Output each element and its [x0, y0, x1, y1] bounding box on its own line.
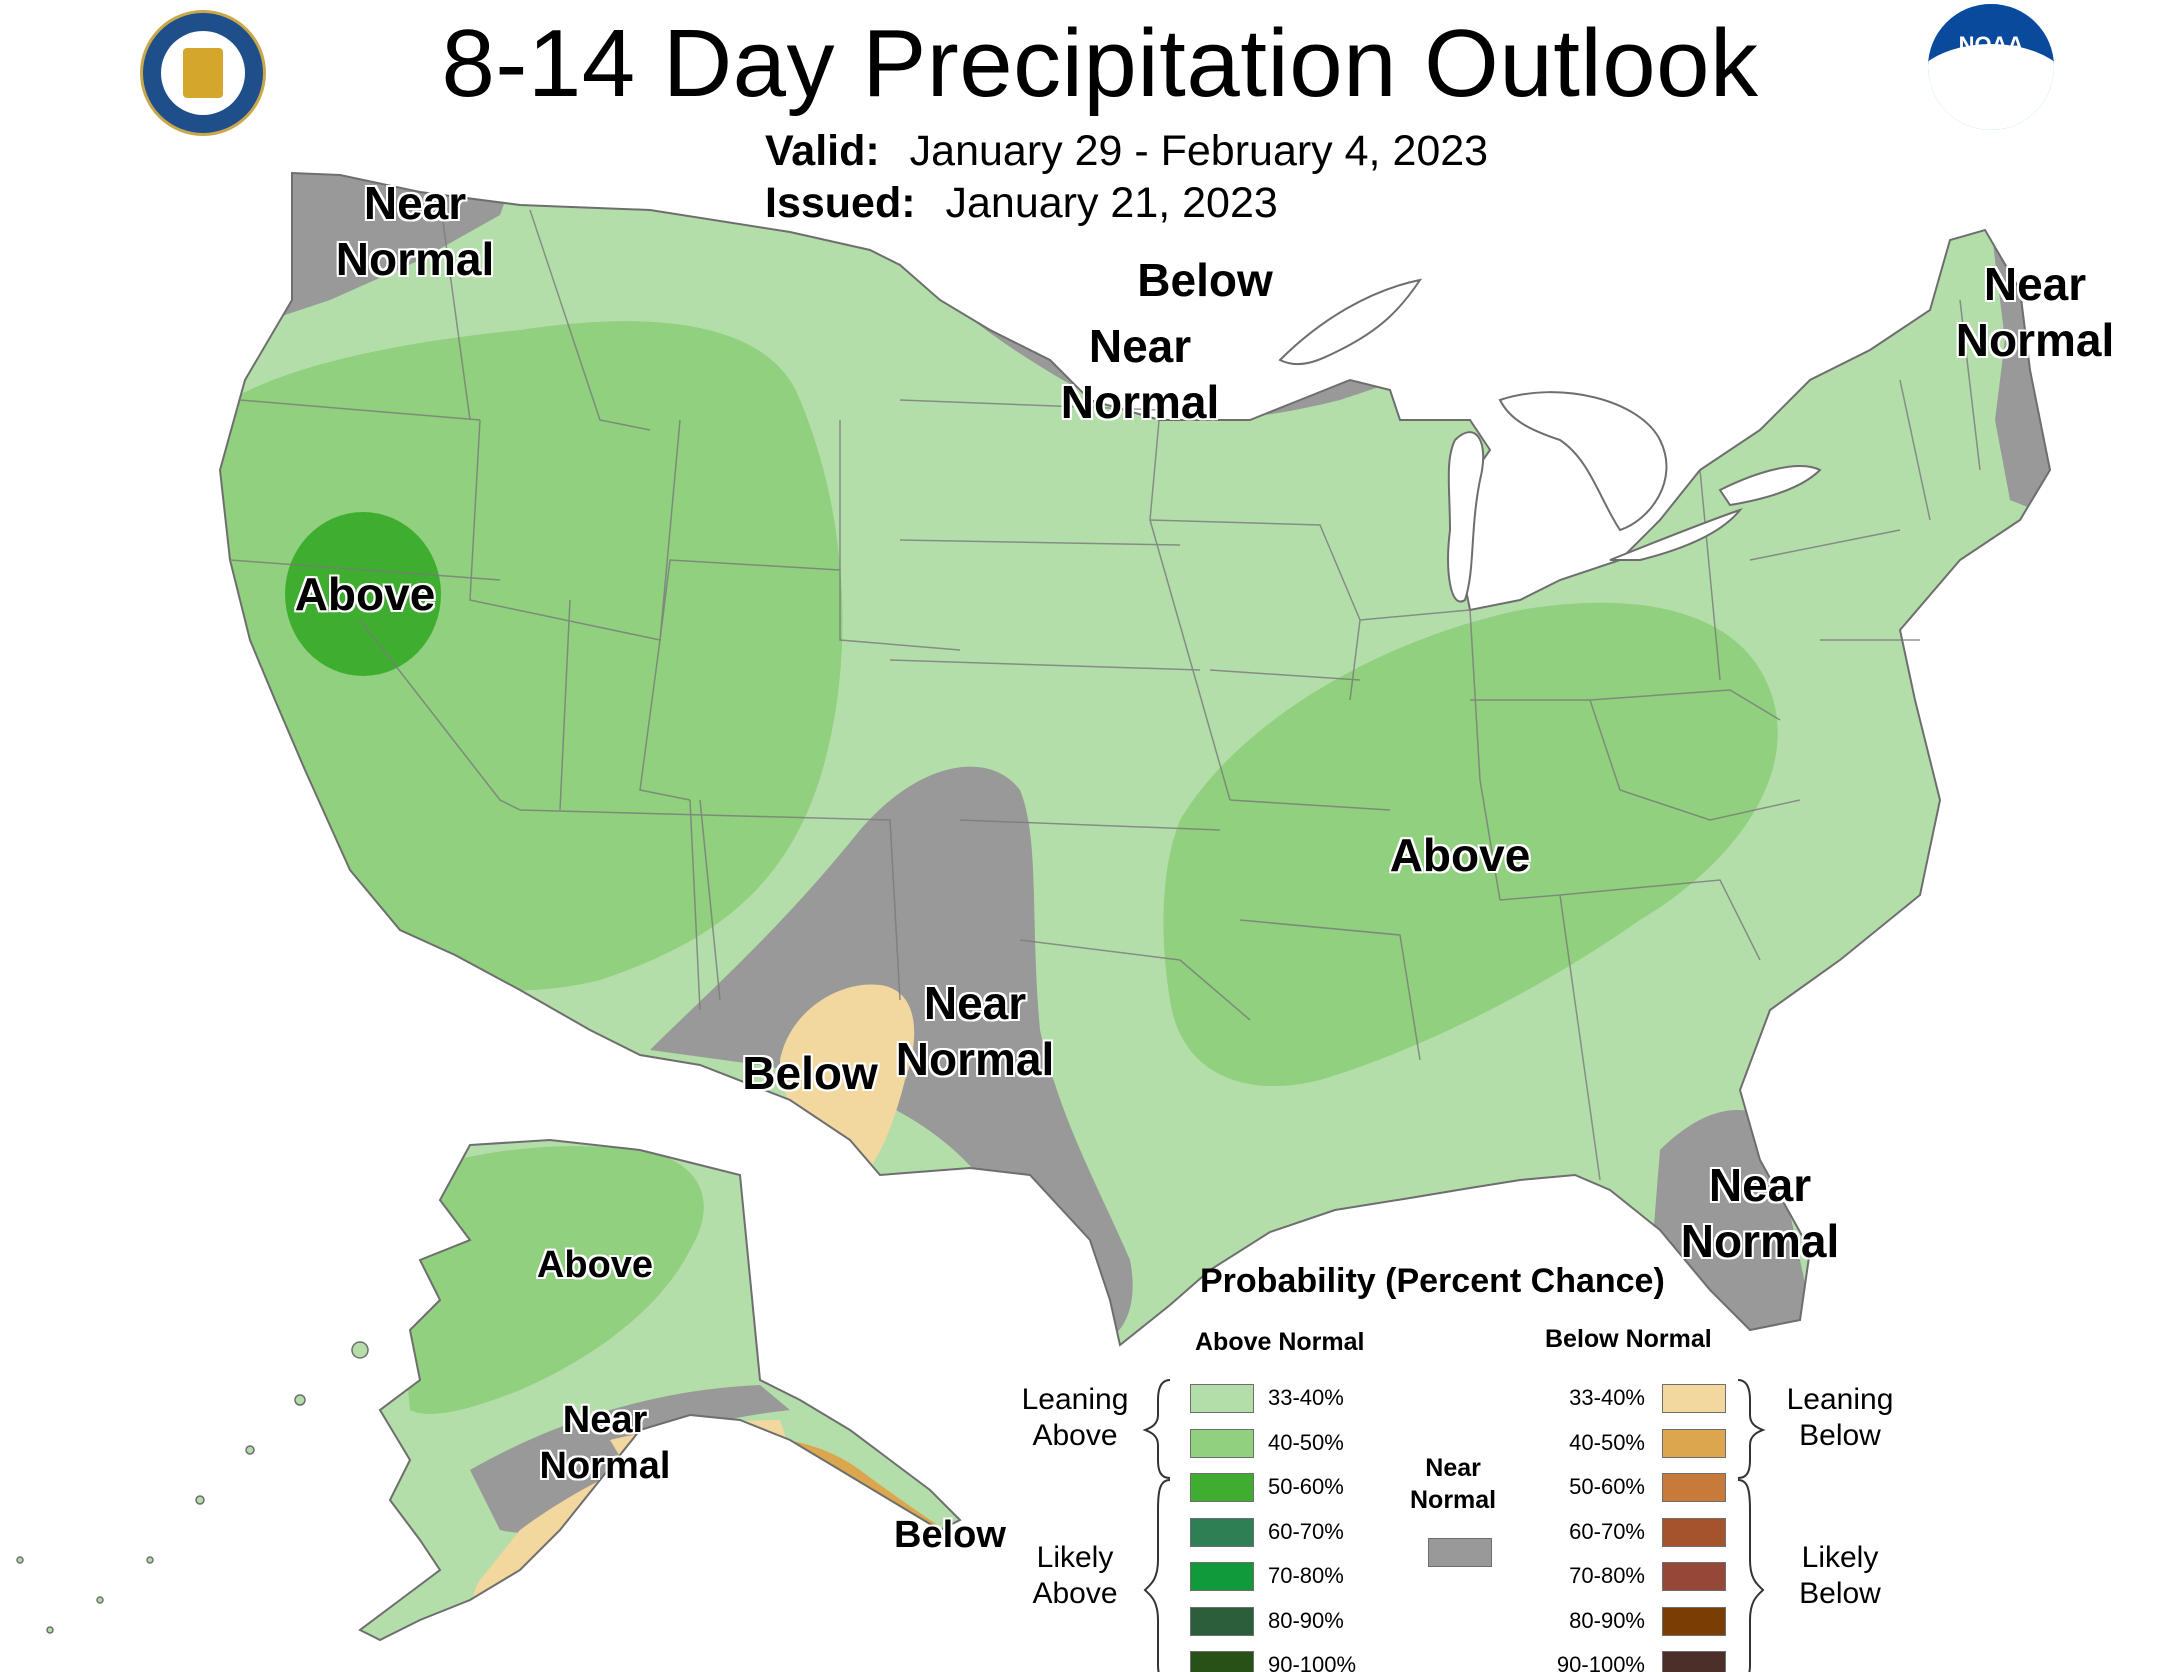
legend-likely-below: Likely Below [1799, 1541, 1881, 1610]
legend-below-percent: 80-90% [1569, 1607, 1645, 1633]
legend-below-percent: 70-80% [1569, 1563, 1645, 1588]
legend-title: Probability (Percent Chance) [1200, 1262, 1665, 1300]
label-ak-above: Above [536, 1244, 654, 1286]
legend-above-swatch [1190, 1651, 1254, 1672]
legend-below-percent: 90-100% [1556, 1652, 1645, 1672]
legend-below-swatch [1662, 1384, 1726, 1413]
label-north-below: Below [1137, 254, 1273, 306]
legend-above-percent: 90-100% [1268, 1652, 1357, 1672]
label-ne-near-normal: Near Normal [1955, 258, 2115, 366]
legend-above-header: Above Normal [1195, 1328, 1365, 1356]
label-north-near-normal: Near Normal [1060, 320, 1220, 428]
legend-below-swatch [1662, 1651, 1726, 1672]
legend-below-percent: 50-60% [1569, 1474, 1645, 1499]
legend-above-swatch [1190, 1562, 1254, 1591]
legend-below-percent: 33-40% [1569, 1385, 1645, 1410]
legend-near-header: Near Normal [1410, 1454, 1497, 1514]
label-east-above: Above [1389, 829, 1531, 881]
legend-above-percent: 50-60% [1268, 1474, 1344, 1499]
valid-line: Valid: January 29 - February 4, 2023 [765, 126, 1488, 176]
noaa-logo-icon: NOAA [1928, 4, 2054, 130]
label-ak-below: Below [894, 1514, 1006, 1556]
legend-above-percent: 60-70% [1268, 1518, 1344, 1544]
legend-below-swatch [1662, 1606, 1726, 1636]
valid-label: Valid: [765, 127, 880, 175]
legend-above-percent: 80-90% [1268, 1607, 1344, 1633]
legend-above-swatch [1190, 1428, 1254, 1458]
legend-below-swatch [1662, 1562, 1726, 1591]
label-nw-near-normal: Near Normal [335, 177, 495, 285]
legend-near-swatch [1428, 1538, 1492, 1567]
legend-above-swatch [1190, 1473, 1254, 1502]
valid-dates: January 29 - February 4, 2023 [909, 127, 1489, 175]
issued-date: January 21, 2023 [945, 179, 1278, 227]
legend-likely-above: Likely Above [1032, 1541, 1118, 1610]
legend-below-header: Below Normal [1545, 1325, 1712, 1353]
legend-above-swatch [1190, 1517, 1254, 1547]
legend-below-swatch [1662, 1473, 1726, 1502]
label-ak-near-normal: Near Normal [539, 1399, 671, 1487]
legend-above-percent: 40-50% [1268, 1429, 1344, 1455]
legend-leaning-below: Leaning Below [1786, 1383, 1894, 1452]
legend-above-swatch [1190, 1606, 1254, 1636]
legend-below-percent: 60-70% [1569, 1518, 1645, 1544]
label-fl-near-normal: Near Normal [1680, 1159, 1840, 1267]
noaa-logo-text: NOAA [1958, 32, 2024, 57]
label-sw-below: Below [742, 1047, 878, 1099]
legend-below-percent: 40-50% [1569, 1429, 1645, 1455]
doc-seal-icon [140, 10, 266, 136]
legend-above-percent: 70-80% [1268, 1563, 1344, 1588]
issued-line: Issued: January 21, 2023 [765, 178, 1278, 228]
page-title: 8-14 Day Precipitation Outlook [441, 10, 1759, 117]
legend-above-percent: 33-40% [1268, 1385, 1344, 1410]
legend-above-swatch [1190, 1384, 1254, 1413]
legend-below-swatch [1662, 1517, 1726, 1547]
legend-leaning-above: Leaning Above [1021, 1383, 1129, 1452]
label-nw-above: Above [294, 568, 436, 620]
legend-below-swatch [1662, 1428, 1726, 1458]
issued-label: Issued: [765, 179, 916, 227]
label-tx-near-normal: Near Normal [895, 977, 1055, 1085]
